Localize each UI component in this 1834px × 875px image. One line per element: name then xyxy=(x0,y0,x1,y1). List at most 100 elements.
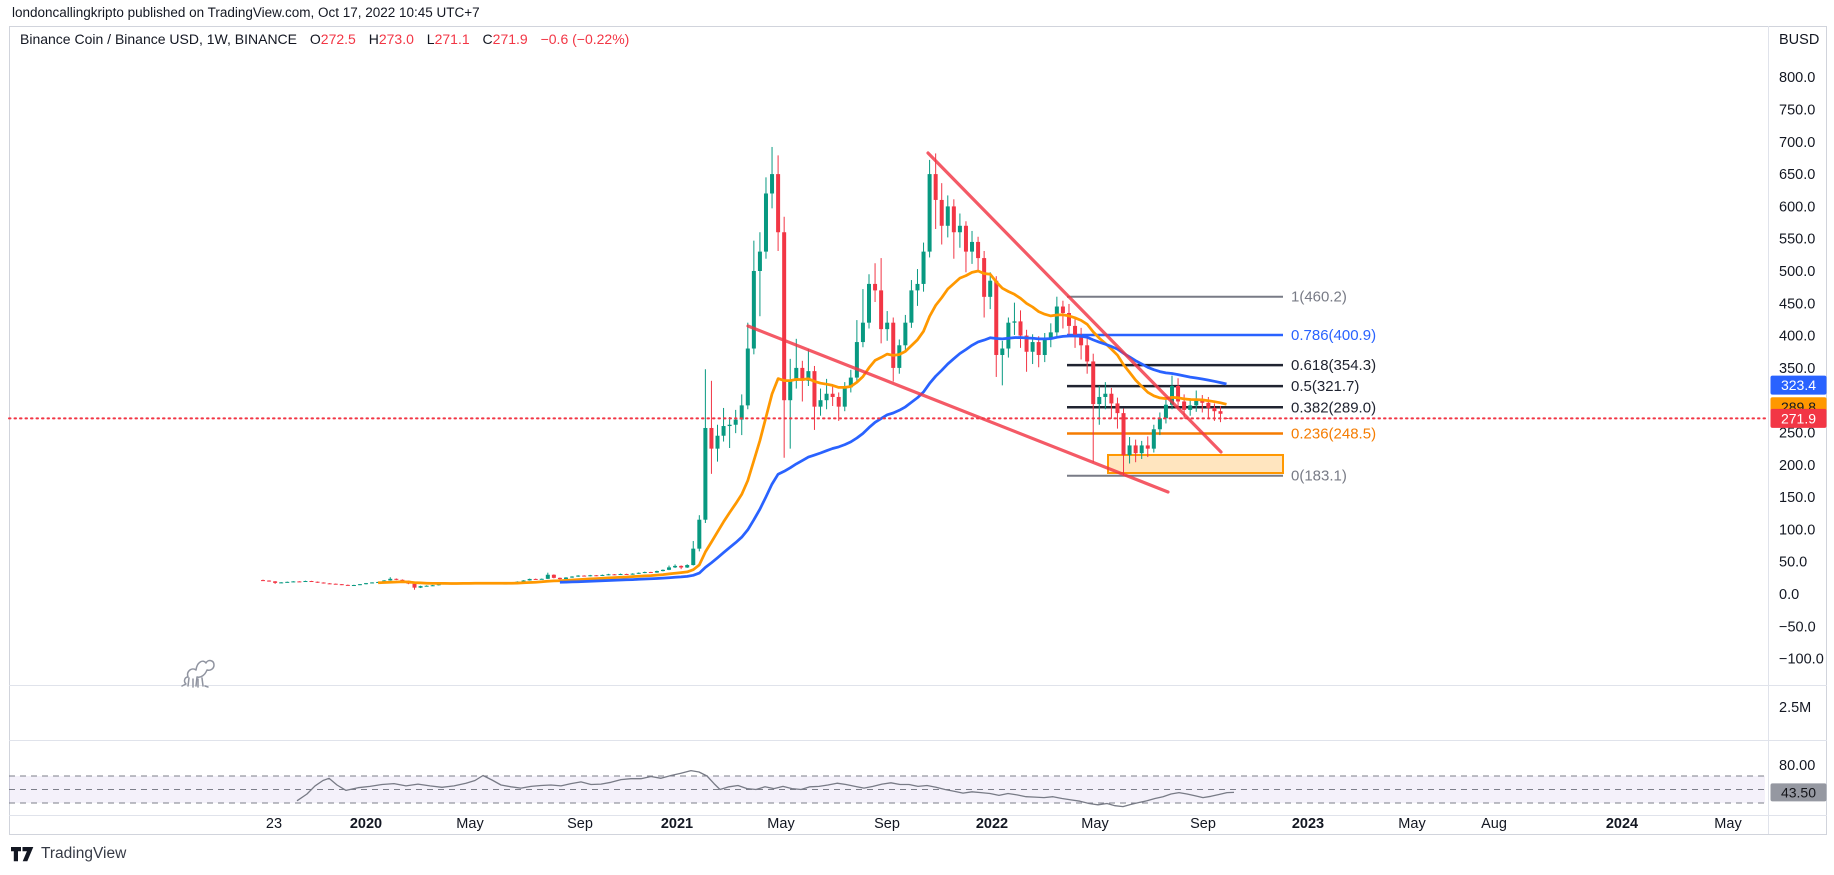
price-pane-hit-area[interactable] xyxy=(9,26,1768,685)
candle-body xyxy=(782,232,787,401)
candle-body xyxy=(842,387,847,407)
candle-body xyxy=(703,427,708,520)
candle-body xyxy=(606,574,611,576)
candle-body xyxy=(648,572,653,574)
candle-body xyxy=(806,371,811,381)
candle-body xyxy=(715,435,720,449)
support-zone-box[interactable] xyxy=(1107,453,1284,475)
candle-body xyxy=(339,584,344,586)
candle-body xyxy=(848,377,853,388)
candle-body xyxy=(860,322,865,343)
candle-body xyxy=(1139,445,1144,454)
price-tick-label: 50.0 xyxy=(1779,555,1807,571)
tradingview-footer[interactable]: TradingView xyxy=(11,845,126,863)
candle-body xyxy=(1170,385,1174,405)
time-axis-label: May xyxy=(1081,816,1109,832)
trendline[interactable] xyxy=(926,151,1223,454)
candle-body xyxy=(315,581,320,583)
candle-body xyxy=(551,574,556,578)
candle-body xyxy=(963,225,968,252)
candle-body xyxy=(309,581,314,583)
candle-body xyxy=(1085,345,1090,362)
volume-axis-label: 2.5M xyxy=(1779,700,1811,716)
dino-doodle-icon[interactable] xyxy=(181,659,215,688)
candle-body xyxy=(1073,325,1078,336)
price-tick-label: 0.0 xyxy=(1779,587,1799,603)
dino-doodle-path xyxy=(187,677,204,688)
candle-body xyxy=(1036,342,1041,355)
candle-body xyxy=(636,572,641,574)
candle-body xyxy=(1024,335,1029,352)
candle-body xyxy=(824,393,829,401)
candle-body xyxy=(685,565,690,568)
candle-body xyxy=(261,580,265,582)
time-axis-hit-area[interactable] xyxy=(9,815,1768,834)
candle-body xyxy=(564,577,568,580)
price-axis-currency: BUSD xyxy=(1779,32,1820,48)
candle-body xyxy=(1194,400,1199,406)
candle-body xyxy=(1042,338,1047,355)
candle-body xyxy=(873,283,878,291)
time-axis-label: May xyxy=(1398,816,1426,832)
price-tick-label: 550.0 xyxy=(1779,232,1815,248)
ma-fast-line[interactable] xyxy=(378,269,1227,585)
price-tick-label: 150.0 xyxy=(1779,490,1815,506)
candle-body xyxy=(1188,405,1193,410)
candle-body xyxy=(709,427,714,449)
candle-body xyxy=(1012,321,1017,323)
trendline[interactable] xyxy=(746,324,1170,494)
candle-body xyxy=(1121,413,1126,456)
stoch-value-badge-text: 43.50 xyxy=(1781,784,1816,800)
candle-body xyxy=(424,585,429,587)
time-axis-label: Sep xyxy=(1190,816,1216,832)
candle-body xyxy=(927,174,932,252)
candle-body xyxy=(757,251,762,271)
last-price-badge-text: 271.9 xyxy=(1781,410,1816,426)
ma-slow-price-badge-text: 323.4 xyxy=(1781,377,1816,393)
candle-body xyxy=(1157,418,1162,430)
candle-body xyxy=(733,419,738,425)
candle-body xyxy=(357,584,362,586)
candle-body xyxy=(867,283,871,323)
candle-body xyxy=(1127,445,1132,456)
candle-body xyxy=(933,174,938,200)
candle-body xyxy=(751,271,756,349)
candle-body xyxy=(982,258,987,297)
fib-level-label: 1(460.2) xyxy=(1291,289,1347,306)
candle-body xyxy=(1006,322,1011,349)
stoch-line xyxy=(296,769,1235,808)
candle-body xyxy=(721,426,726,436)
time-axis-label: Sep xyxy=(567,816,593,832)
price-axis-hit-area[interactable] xyxy=(1768,26,1827,834)
stoch-value-badge xyxy=(1770,783,1827,802)
candle-body xyxy=(1103,393,1108,397)
candle-body xyxy=(1091,361,1096,405)
candle-body xyxy=(279,582,284,584)
close-value: 271.9 xyxy=(492,31,528,47)
candle-body xyxy=(570,576,575,578)
time-axis-label: Sep xyxy=(874,816,900,832)
price-tick-label: 200.0 xyxy=(1779,458,1815,474)
candle-body xyxy=(1200,400,1205,403)
candle-body xyxy=(921,251,926,284)
candle-body xyxy=(1109,393,1114,404)
price-tick-label: 650.0 xyxy=(1779,167,1815,183)
candle-body xyxy=(897,345,902,368)
high-label: H xyxy=(368,31,379,47)
candle-body xyxy=(618,573,623,575)
dino-doodle-path xyxy=(204,685,209,688)
high-value: 273.0 xyxy=(378,31,414,47)
candle-body xyxy=(660,569,665,572)
candle-body xyxy=(818,400,823,407)
price-tick-label: 500.0 xyxy=(1779,264,1815,280)
ma-slow-line[interactable] xyxy=(559,334,1227,584)
price-tick-label: 800.0 xyxy=(1779,70,1815,86)
candle-body xyxy=(679,565,684,568)
candle-body xyxy=(1079,335,1084,346)
fib-level-label: 0.786(400.9) xyxy=(1291,327,1376,344)
candle-body xyxy=(576,575,581,577)
candle-body xyxy=(1060,306,1065,313)
candle-body xyxy=(418,586,423,588)
fib-level-label: 0.382(289.0) xyxy=(1291,399,1376,416)
